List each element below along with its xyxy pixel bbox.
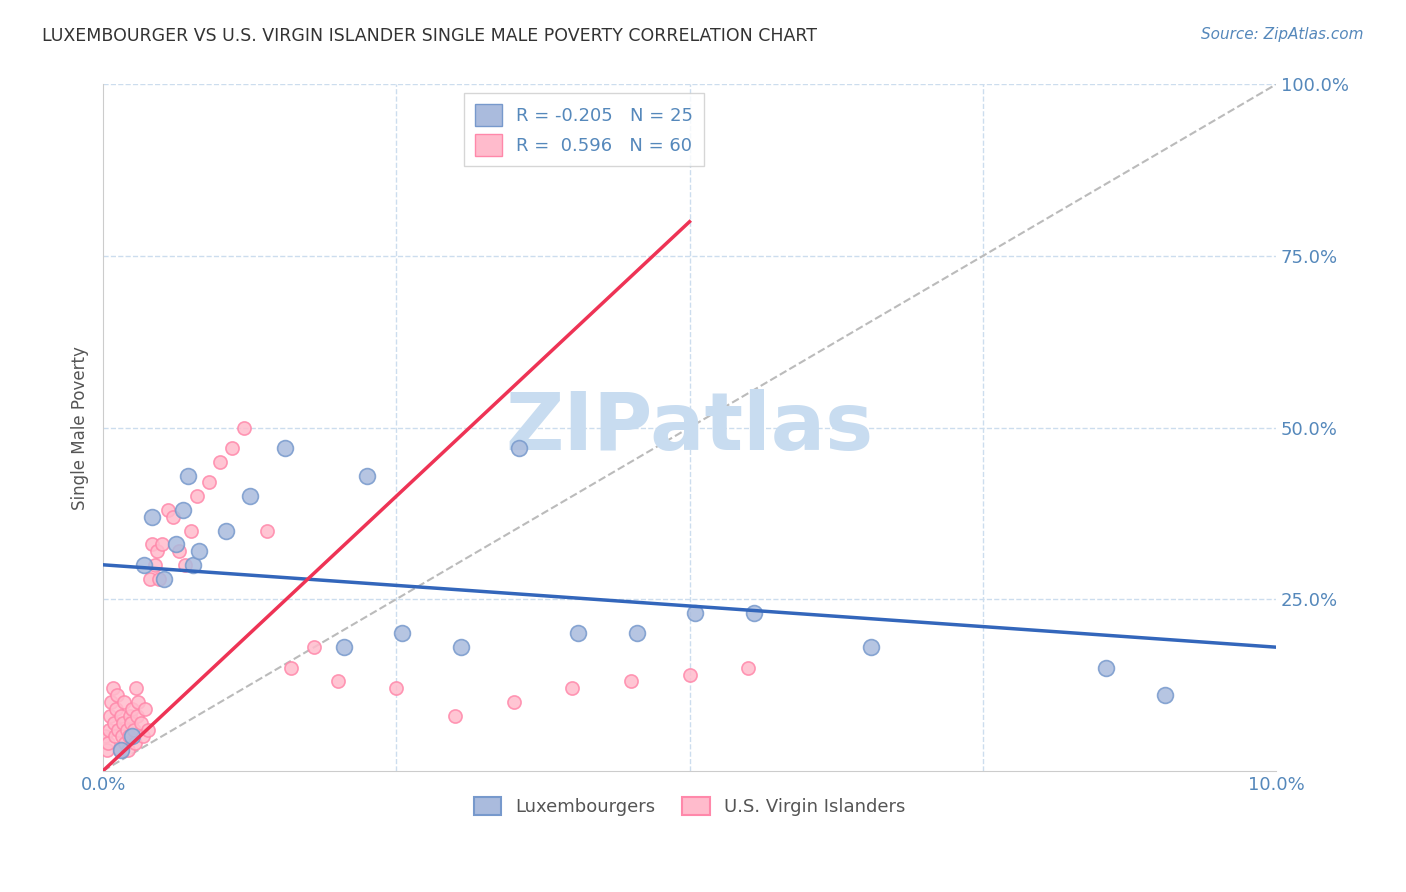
Point: [274, 441, 297, 455]
Point: [94, 730, 117, 744]
Point: [567, 626, 589, 640]
Point: [385, 681, 408, 696]
Point: [326, 674, 349, 689]
Point: [232, 420, 254, 434]
Point: [742, 606, 765, 620]
Point: [221, 441, 243, 455]
Point: [127, 695, 149, 709]
Point: [122, 723, 145, 737]
Point: [111, 730, 134, 744]
Point: [103, 715, 125, 730]
Point: [183, 558, 205, 572]
Point: [146, 544, 169, 558]
Point: [112, 695, 135, 709]
Point: [98, 708, 121, 723]
Point: [100, 695, 122, 709]
Point: [141, 537, 163, 551]
Point: [450, 640, 472, 655]
Point: [1153, 688, 1175, 702]
Point: [176, 468, 198, 483]
Point: [561, 681, 583, 696]
Point: [685, 606, 707, 620]
Point: [124, 736, 146, 750]
Point: [125, 681, 148, 696]
Point: [143, 558, 166, 572]
Text: Source: ZipAtlas.com: Source: ZipAtlas.com: [1201, 27, 1364, 42]
Point: [136, 723, 159, 737]
Point: [121, 702, 143, 716]
Point: [148, 572, 170, 586]
Point: [97, 736, 120, 750]
Point: [508, 441, 530, 455]
Point: [120, 708, 142, 723]
Point: [332, 640, 354, 655]
Point: [118, 730, 141, 744]
Legend: Luxembourgers, U.S. Virgin Islanders: Luxembourgers, U.S. Virgin Islanders: [467, 789, 912, 823]
Point: [105, 688, 128, 702]
Point: [678, 667, 700, 681]
Point: [141, 509, 163, 524]
Point: [1095, 661, 1118, 675]
Point: [162, 509, 184, 524]
Point: [444, 708, 467, 723]
Point: [121, 730, 143, 744]
Point: [737, 661, 759, 675]
Point: [169, 544, 191, 558]
Point: [174, 558, 197, 572]
Point: [127, 708, 149, 723]
Point: [150, 537, 173, 551]
Point: [101, 681, 124, 696]
Point: [209, 455, 232, 469]
Point: [180, 524, 202, 538]
Point: [860, 640, 883, 655]
Y-axis label: Single Male Poverty: Single Male Poverty: [72, 345, 89, 509]
Point: [256, 524, 278, 538]
Point: [139, 572, 162, 586]
Point: [112, 715, 135, 730]
Point: [620, 674, 643, 689]
Point: [153, 572, 176, 586]
Point: [114, 736, 136, 750]
Point: [108, 743, 131, 757]
Point: [104, 730, 127, 744]
Point: [188, 544, 211, 558]
Point: [215, 524, 238, 538]
Point: [239, 489, 262, 503]
Point: [129, 715, 152, 730]
Text: ZIPatlas: ZIPatlas: [505, 389, 873, 467]
Point: [98, 723, 121, 737]
Point: [156, 503, 179, 517]
Point: [117, 743, 139, 757]
Point: [280, 661, 302, 675]
Text: LUXEMBOURGER VS U.S. VIRGIN ISLANDER SINGLE MALE POVERTY CORRELATION CHART: LUXEMBOURGER VS U.S. VIRGIN ISLANDER SIN…: [42, 27, 817, 45]
Point: [356, 468, 378, 483]
Point: [197, 475, 219, 490]
Point: [134, 558, 156, 572]
Point: [186, 489, 208, 503]
Point: [626, 626, 648, 640]
Point: [502, 695, 524, 709]
Point: [110, 743, 132, 757]
Point: [120, 715, 142, 730]
Point: [302, 640, 325, 655]
Point: [132, 730, 155, 744]
Point: [105, 702, 128, 716]
Point: [107, 723, 129, 737]
Point: [165, 537, 187, 551]
Point: [391, 626, 413, 640]
Point: [134, 702, 156, 716]
Point: [96, 743, 118, 757]
Point: [115, 723, 138, 737]
Point: [110, 708, 132, 723]
Point: [172, 503, 194, 517]
